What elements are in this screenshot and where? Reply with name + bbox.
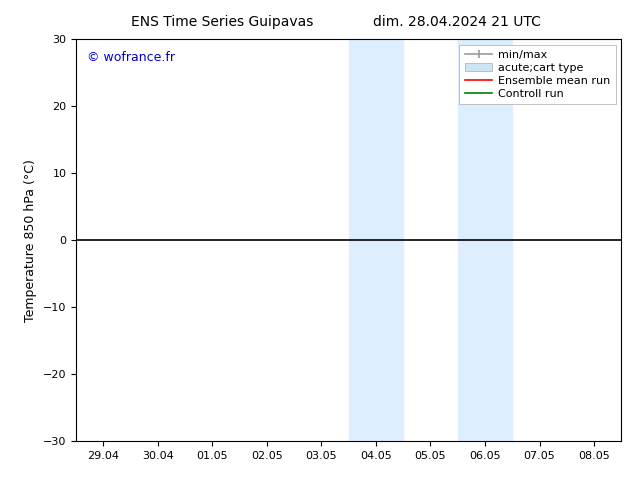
Text: ENS Time Series Guipavas: ENS Time Series Guipavas (131, 15, 313, 29)
Y-axis label: Temperature 850 hPa (°C): Temperature 850 hPa (°C) (24, 159, 37, 321)
Bar (349, 39, 403, 441)
Legend: min/max, acute;cart type, Ensemble mean run, Controll run: min/max, acute;cart type, Ensemble mean … (459, 45, 616, 104)
Text: © wofrance.fr: © wofrance.fr (87, 51, 175, 64)
Bar (458, 39, 512, 441)
Text: dim. 28.04.2024 21 UTC: dim. 28.04.2024 21 UTC (373, 15, 540, 29)
